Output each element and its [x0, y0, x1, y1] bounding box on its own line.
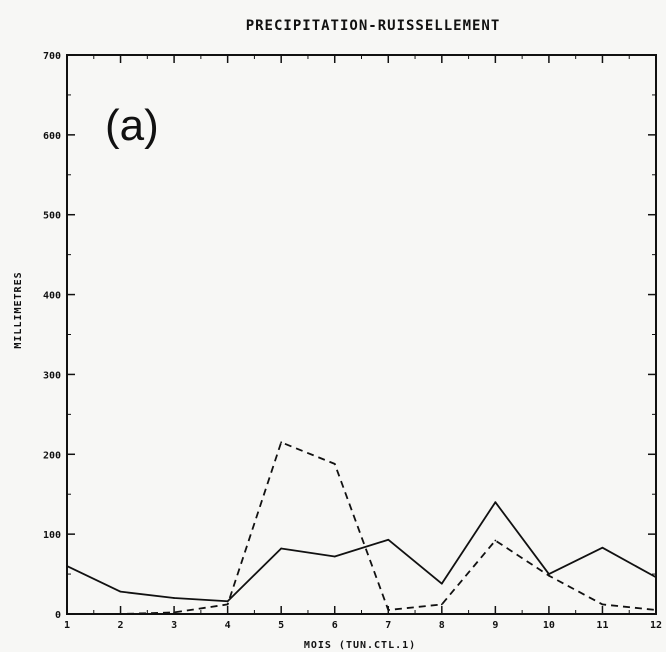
x-tick-label-10: 10	[543, 620, 555, 631]
x-tick-label-11: 11	[596, 620, 608, 631]
x-tick-label-2: 2	[118, 620, 124, 631]
y-tick-label-500: 500	[43, 211, 61, 222]
x-tick-label-7: 7	[385, 620, 391, 631]
series-0-point-1	[66, 565, 68, 567]
series-1-point-2	[119, 613, 122, 615]
x-tick-label-5: 5	[278, 620, 284, 631]
series-1-point-8	[440, 603, 443, 606]
series-1-point-11	[601, 603, 604, 606]
y-tick-label-200: 200	[43, 450, 61, 461]
chart-title: PRECIPITATION-RUISSELLEMENT	[246, 18, 501, 34]
x-tick-label-3: 3	[171, 620, 177, 631]
series-0-point-8	[440, 582, 443, 585]
y-axis-label: MILLIMETRES	[13, 271, 24, 348]
series-0-point-2	[119, 590, 122, 593]
series-1-point-3	[173, 611, 175, 614]
series-0-point-3	[173, 597, 175, 599]
series-1-point-4	[226, 603, 229, 606]
panel-label: (a)	[105, 101, 159, 150]
y-tick-label-100: 100	[43, 530, 61, 541]
x-tick-label-6: 6	[332, 620, 338, 631]
series-1-point-5	[280, 441, 283, 444]
y-tick-label-0: 0	[55, 610, 61, 621]
series-1-point-12	[655, 609, 657, 611]
x-tick-label-4: 4	[225, 620, 231, 631]
series-0-point-7	[387, 538, 390, 541]
x-axis-label: MOIS (TUN.CTL.1)	[304, 640, 416, 651]
series-0-point-11	[601, 546, 604, 549]
x-tick-label-12: 12	[650, 620, 662, 631]
y-tick-label-700: 700	[43, 51, 61, 62]
x-tick-label-8: 8	[439, 620, 445, 631]
series-0-point-4	[226, 600, 229, 603]
series-1-point-9	[494, 539, 497, 542]
series-1-point-7	[387, 609, 390, 611]
x-tick-label-9: 9	[492, 620, 498, 631]
series-0-point-9	[494, 501, 497, 504]
series-0-point-5	[280, 547, 283, 550]
series-1-point-6	[333, 462, 336, 465]
y-tick-label-400: 400	[43, 291, 61, 302]
x-tick-label-1: 1	[64, 620, 70, 631]
series-line-solid	[66, 501, 657, 603]
series-0-point-6	[333, 555, 336, 558]
series-0-point-12	[655, 576, 657, 579]
series-1-point-10	[548, 574, 550, 577]
series-line-dashed	[67, 441, 657, 615]
series-1-point-1	[66, 613, 68, 615]
y-tick-label-600: 600	[43, 131, 61, 142]
y-tick-label-300: 300	[43, 370, 61, 381]
